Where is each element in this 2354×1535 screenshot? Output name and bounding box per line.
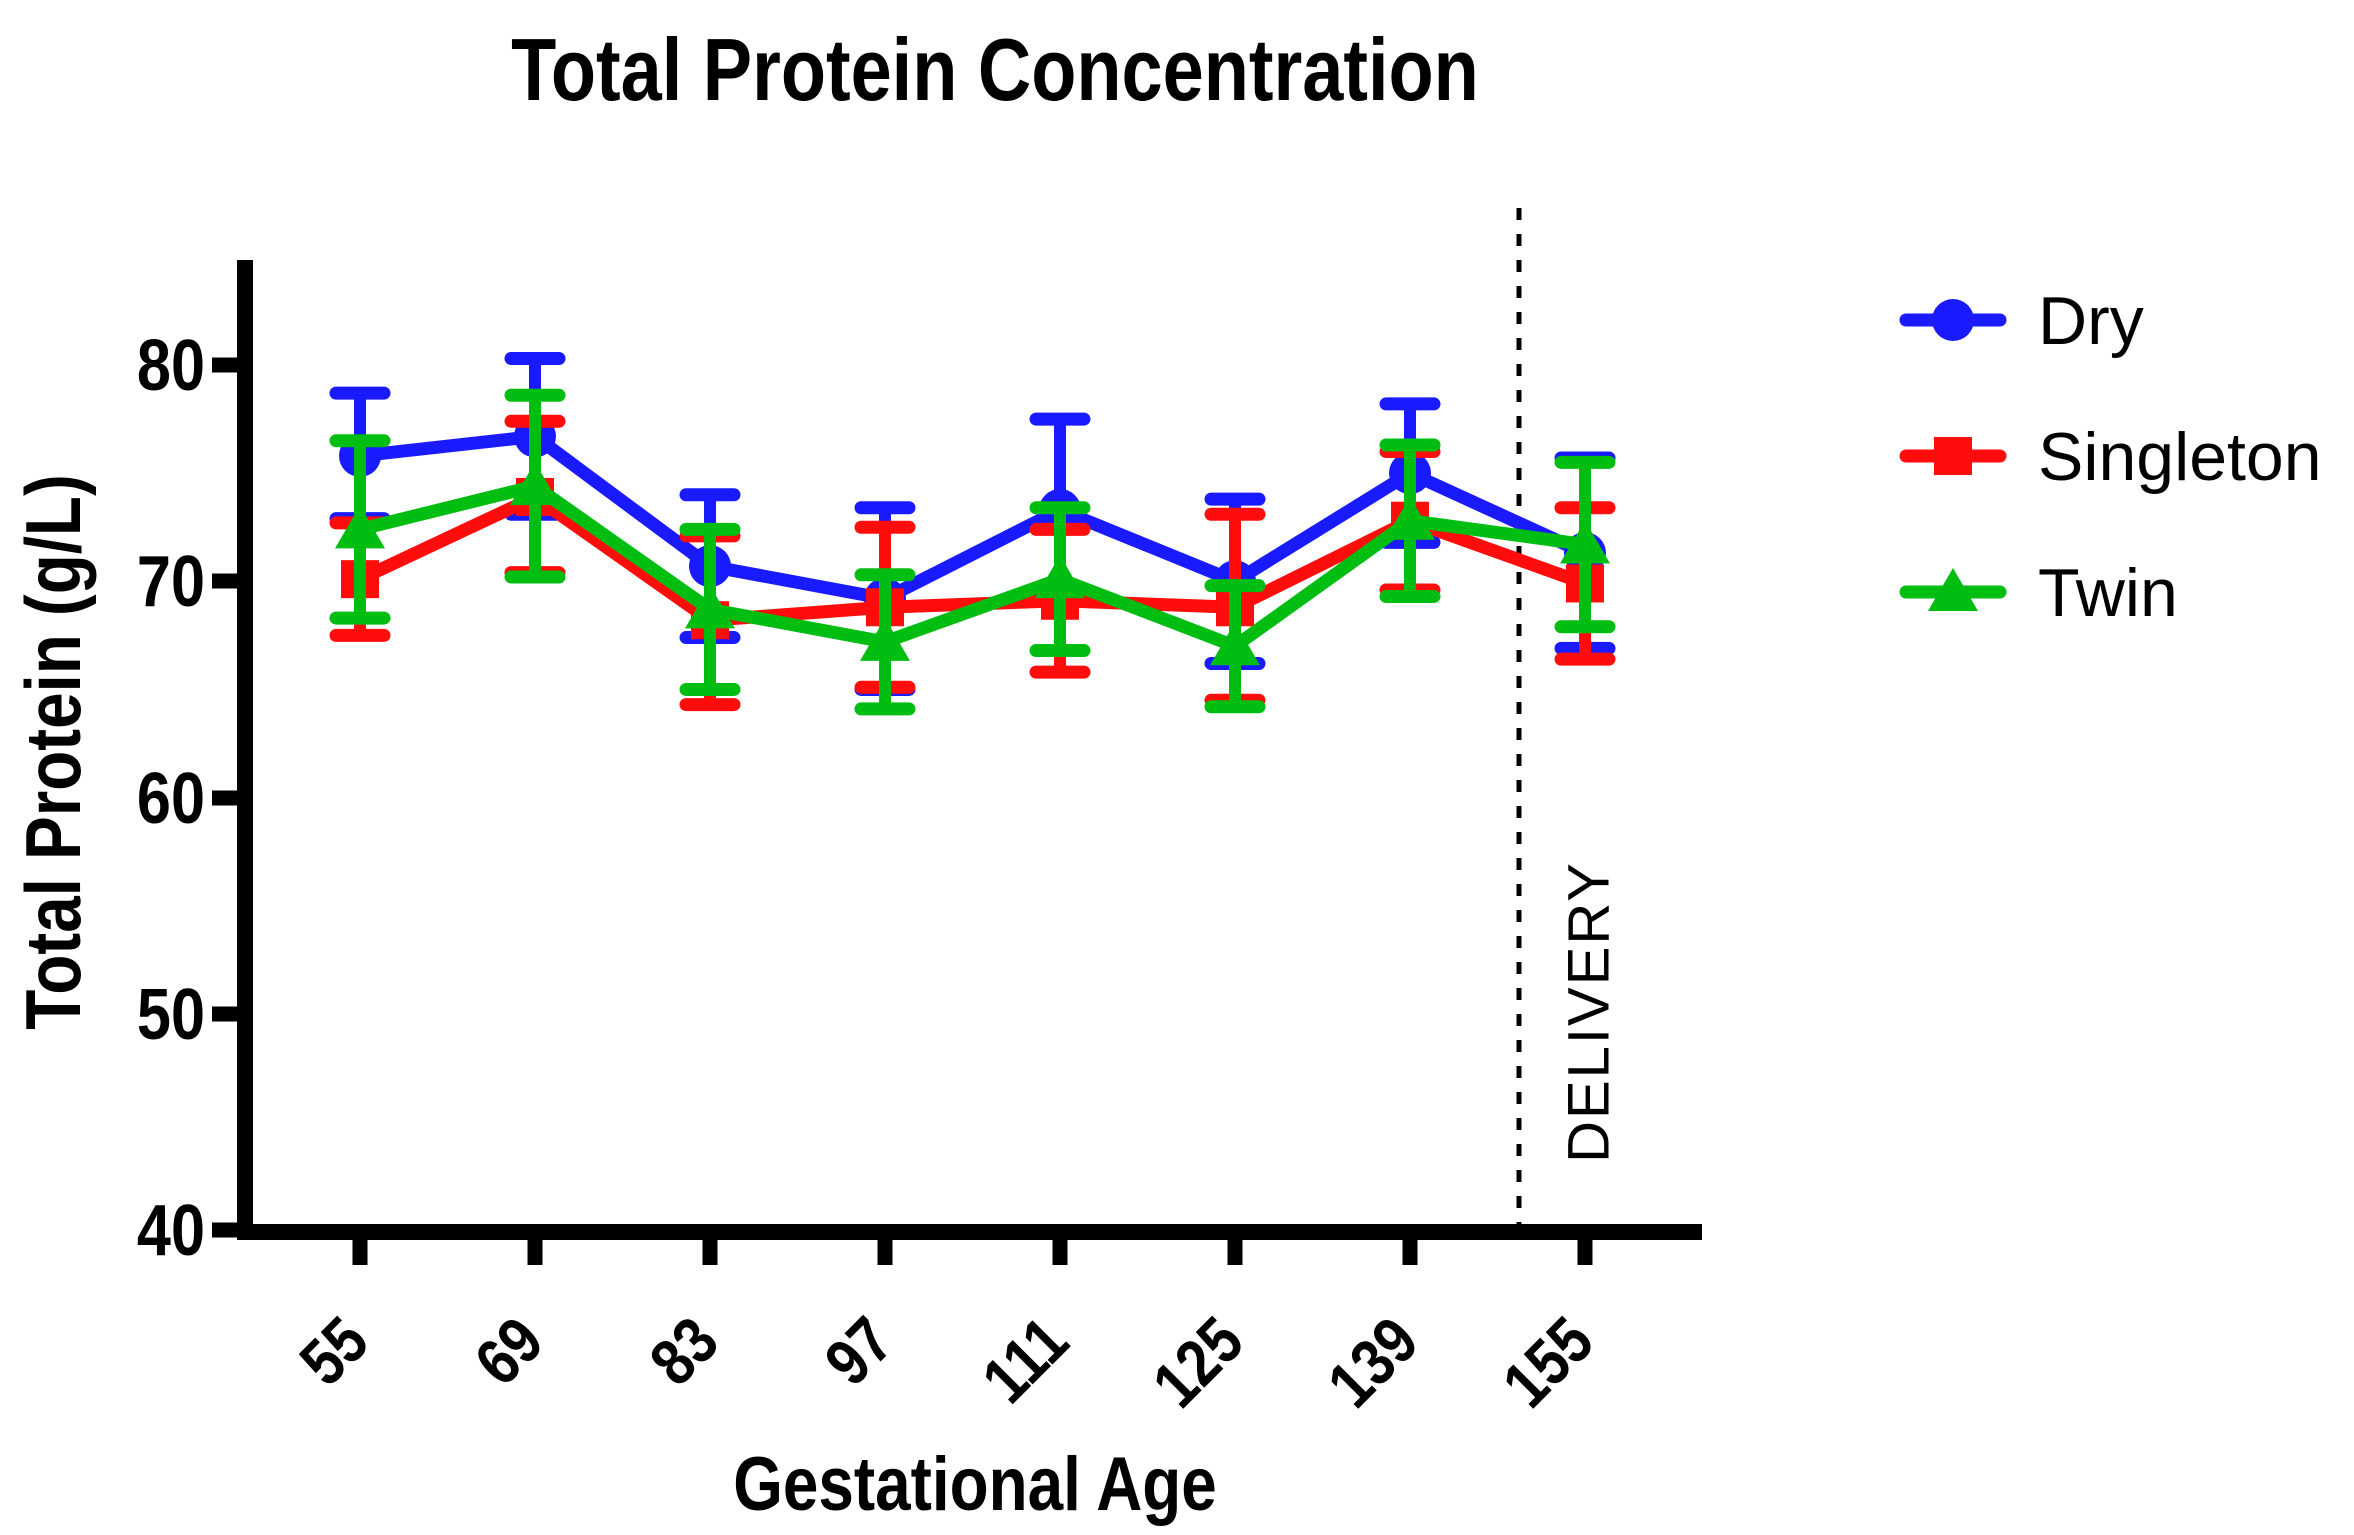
twin-line xyxy=(353,479,1592,653)
dry-legend-circle-icon xyxy=(1932,299,1974,341)
x-tick-labels: 55 69 83 97 111 125 139 155 xyxy=(286,1303,1607,1421)
legend-label-singleton: Singleton xyxy=(2038,419,2322,495)
legend-item-dry: Dry xyxy=(1899,283,2144,359)
singleton-legend-square-icon xyxy=(1934,437,1972,475)
x-tick-55: 55 xyxy=(286,1303,382,1399)
legend-item-twin: Twin xyxy=(1899,555,2178,631)
y-tick-40: 40 xyxy=(137,1191,205,1271)
twin-marker xyxy=(1560,520,1610,564)
y-tick-60: 60 xyxy=(137,759,205,839)
x-tick-97: 97 xyxy=(811,1303,907,1399)
x-tick-83: 83 xyxy=(636,1303,732,1399)
legend: Dry Singleton Twin xyxy=(1899,283,2322,631)
y-tick-70: 70 xyxy=(137,542,205,622)
y-tick-80: 80 xyxy=(137,326,205,406)
y-axis-label: Total Protein (g/L) xyxy=(11,474,98,1030)
x-tick-139: 139 xyxy=(1314,1303,1432,1421)
twin-marker xyxy=(335,505,385,549)
y-tick-labels: 80 70 60 50 40 xyxy=(137,326,205,1271)
x-axis-line xyxy=(237,1224,1702,1240)
twin-legend-triangle-icon xyxy=(1928,568,1978,611)
x-axis-label: Gestational Age xyxy=(733,1441,1217,1527)
twin-marker xyxy=(510,462,560,506)
x-tick-111: 111 xyxy=(968,1303,1082,1417)
x-tick-155: 155 xyxy=(1489,1303,1607,1421)
dry-legend-marker xyxy=(1899,299,2007,341)
twin-legend-marker xyxy=(1899,568,2007,611)
twin-marker xyxy=(1210,622,1260,666)
series-layer xyxy=(329,352,1616,716)
x-axis-ticks xyxy=(352,1240,1593,1265)
y-axis-ticks xyxy=(212,357,237,1238)
twin-series xyxy=(329,388,1616,716)
x-tick-69: 69 xyxy=(461,1303,557,1399)
x-tick-125: 125 xyxy=(1139,1303,1257,1421)
twin-marker xyxy=(1035,555,1085,599)
twin-marker xyxy=(685,585,735,629)
y-axis-line xyxy=(237,260,253,1240)
delivery-label: DELIVERY xyxy=(1556,861,1621,1163)
dry-line xyxy=(353,429,1592,606)
singleton-legend-marker xyxy=(1899,437,2007,475)
legend-label-twin: Twin xyxy=(2038,555,2178,631)
twin-marker xyxy=(860,617,910,661)
twin-marker xyxy=(1385,496,1435,540)
legend-label-dry: Dry xyxy=(2038,283,2144,359)
y-tick-50: 50 xyxy=(137,975,205,1055)
chart-title: Total Protein Concentration xyxy=(511,21,1479,120)
legend-item-singleton: Singleton xyxy=(1899,419,2322,495)
